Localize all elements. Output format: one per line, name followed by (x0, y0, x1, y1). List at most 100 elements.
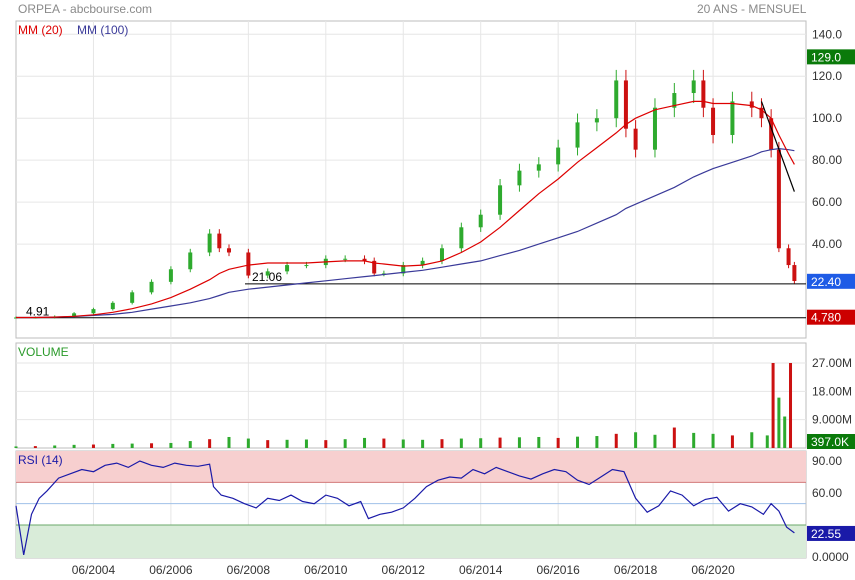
volume-bar (111, 443, 115, 448)
price-candle (556, 147, 561, 165)
price-candle (439, 248, 444, 261)
x-tick-label: 06/2020 (691, 563, 735, 577)
x-tick-label: 06/2018 (614, 563, 658, 577)
volume-bar (672, 427, 676, 448)
volume-y-tick-label: 27.00M (812, 356, 852, 370)
volume-bar (653, 434, 657, 448)
volume-bar (614, 433, 618, 448)
price-candle (372, 260, 377, 274)
volume-bar (150, 443, 154, 448)
volume-bar (711, 433, 715, 448)
price-panel-frame (15, 20, 807, 339)
ma100-line (16, 147, 795, 319)
chart-period-label: 20 ANS - MENSUEL (697, 2, 807, 16)
annotation-support-low: 4.91 (26, 305, 50, 319)
price-candle (575, 122, 580, 148)
volume-bar (783, 416, 787, 448)
volume-bar (517, 437, 521, 448)
volume-bar (91, 444, 95, 448)
chart-source-label: ORPEA - abcbourse.com (18, 2, 153, 16)
volume-bar (188, 441, 192, 448)
price-candle (246, 252, 251, 276)
price-candle (517, 170, 522, 186)
volume-bar (692, 432, 696, 448)
price-candle (285, 265, 290, 272)
volume-bar (266, 440, 270, 448)
rsi-oversold-zone (16, 525, 806, 558)
volume-bar (777, 397, 781, 448)
rsi-y-tick-label: 60.00 (812, 486, 842, 500)
low-marker-badge-bg (807, 309, 855, 325)
volume-bar (498, 437, 502, 448)
volume-bar (556, 437, 560, 448)
volume-bar (343, 439, 347, 448)
volume-y-tick-label: 9.000M (812, 413, 852, 427)
volume-last-badge: 397.0K (811, 435, 849, 449)
price-candle (217, 233, 222, 249)
volume-bar (401, 439, 405, 448)
price-candle (769, 118, 774, 150)
rsi-panel-label: RSI (14) (18, 453, 63, 467)
trend-line (760, 101, 795, 192)
volume-bar (440, 439, 444, 448)
price-candle (401, 265, 406, 274)
volume-bar (363, 437, 367, 448)
price-candle (652, 107, 657, 150)
volume-bar (576, 436, 580, 448)
rsi-line (15, 460, 795, 556)
price-candle (304, 265, 309, 267)
price-candle (188, 252, 193, 270)
rsi-last-badge: 22.55 (811, 527, 841, 541)
price-candle (110, 302, 115, 310)
price-candle (207, 233, 212, 253)
price-y-tick-label: 120.0 (812, 69, 842, 83)
current-price-badge-bg (807, 273, 855, 289)
x-tick-label: 06/2012 (382, 563, 426, 577)
price-candle (623, 80, 628, 129)
x-tick-label: 06/2010 (304, 563, 348, 577)
volume-bar (479, 438, 483, 448)
x-tick-label: 06/2006 (149, 563, 193, 577)
volume-bar (771, 363, 775, 448)
price-candle (362, 258, 367, 261)
legend-ma100: MM (100) (77, 23, 128, 37)
price-candle (265, 271, 270, 276)
price-candle (91, 309, 96, 314)
price-candle (786, 248, 791, 266)
price-candle (478, 214, 483, 228)
ma20-line (16, 100, 795, 319)
price-candle (594, 118, 599, 123)
price-candle (614, 80, 619, 119)
x-tick-label: 06/2014 (459, 563, 503, 577)
volume-bar (324, 440, 328, 448)
rsi-overbought-zone (16, 451, 806, 483)
x-tick-label: 06/2016 (536, 563, 580, 577)
volume-y-tick-label: 18.00M (812, 384, 852, 398)
price-y-tick-label: 140.0 (812, 27, 842, 41)
price-candle (420, 260, 425, 266)
price-candle (498, 185, 503, 215)
price-last-badge: 129.0 (811, 50, 841, 64)
price-candle (536, 164, 541, 171)
price-candle (792, 265, 797, 282)
volume-last-badge-bg (807, 434, 855, 449)
price-candle (730, 101, 735, 135)
volume-bar (208, 439, 212, 448)
volume-bar (730, 435, 734, 448)
price-y-tick-label: 40.00 (812, 237, 842, 251)
price-y-tick-label: 100.0 (812, 111, 842, 125)
volume-bar (285, 439, 289, 448)
volume-bar (459, 438, 463, 448)
volume-bar (537, 436, 541, 448)
price-candle (343, 258, 348, 260)
volume-panel-frame (15, 342, 807, 449)
price-candle (711, 107, 716, 135)
x-tick-label: 06/2008 (227, 563, 271, 577)
price-candle (759, 107, 764, 119)
volume-bar (595, 436, 599, 448)
volume-panel-label: VOLUME (18, 345, 69, 359)
rsi-y-tick-label: 90.00 (812, 454, 842, 468)
rsi-y-tick-label: 0.0000 (812, 550, 849, 564)
price-candle (72, 313, 77, 317)
price-candle (130, 292, 135, 303)
